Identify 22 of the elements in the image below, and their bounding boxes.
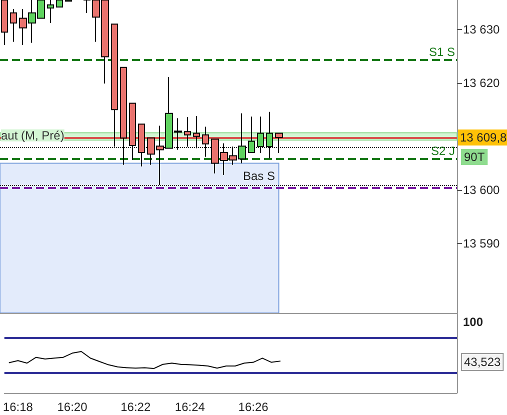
candlestick	[47, 0, 54, 24]
y-tick-label: 13 620	[463, 76, 500, 90]
text: 90T	[464, 150, 486, 164]
x-tick-label: 16:18	[2, 400, 34, 414]
ref-line-label: S2 J	[430, 144, 455, 158]
annotation: Bas S	[243, 169, 276, 183]
x-tick-label: 16:26	[238, 400, 269, 414]
text: 100	[463, 315, 484, 329]
x-tick-label: 16:22	[120, 400, 151, 414]
ref-line-label: S1 S	[428, 44, 455, 59]
candlestick	[1, 0, 8, 46]
candlestick	[10, 8, 17, 42]
text: 43,523	[464, 355, 502, 370]
candlestick	[56, 0, 63, 8]
x-tick-label: 16:20	[57, 400, 88, 414]
y-tick-label: 13 590	[463, 236, 500, 250]
y-tick-label: 13 600	[463, 182, 500, 197]
candlestick	[184, 116, 191, 148]
band-label: aut (M, Pré)	[1, 128, 64, 142]
y-tick-label: 13 630	[463, 22, 500, 36]
x-tick-label: 16:24	[174, 400, 206, 414]
ref-line-label: 13 609,8	[460, 130, 507, 145]
